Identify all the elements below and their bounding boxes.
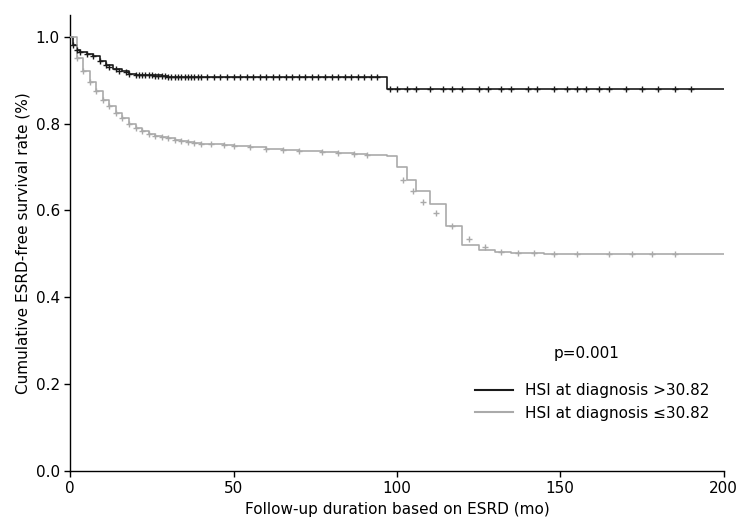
Y-axis label: Cumulative ESRD-free survival rate (%): Cumulative ESRD-free survival rate (%): [15, 92, 30, 394]
Text: p=0.001: p=0.001: [553, 346, 620, 361]
X-axis label: Follow-up duration based on ESRD (mo): Follow-up duration based on ESRD (mo): [245, 502, 549, 517]
Legend: HSI at diagnosis >30.82, HSI at diagnosis ≤30.82: HSI at diagnosis >30.82, HSI at diagnosi…: [469, 377, 716, 427]
